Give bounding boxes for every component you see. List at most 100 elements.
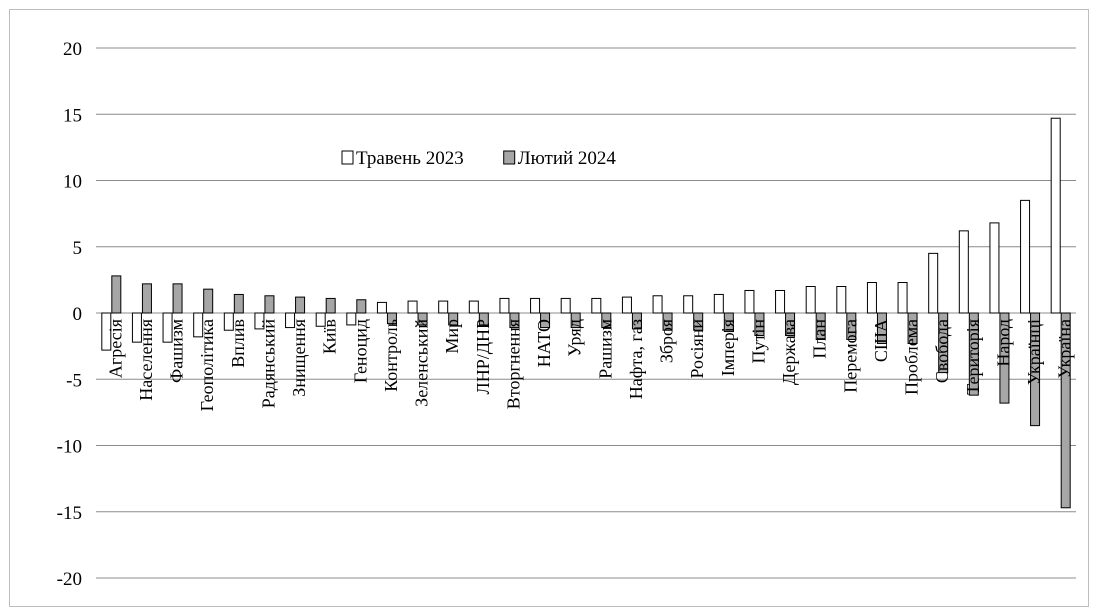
bar [131, 312, 142, 343]
bar [601, 312, 612, 329]
bar [621, 296, 632, 314]
bar [540, 312, 551, 329]
y-tick-label: -20 [57, 569, 82, 590]
category-label: США [871, 319, 891, 362]
bar [876, 312, 887, 344]
y-tick-label: -5 [66, 370, 82, 391]
bar [254, 312, 265, 330]
y-tick-label: 0 [73, 304, 83, 325]
bar [928, 252, 939, 314]
bar [499, 297, 510, 314]
bar [223, 312, 234, 331]
bar [468, 300, 479, 314]
bar [285, 312, 296, 329]
bar [631, 312, 642, 330]
category-label: Територія [963, 319, 983, 395]
bar [1060, 312, 1071, 509]
bar [938, 312, 949, 374]
bar [141, 283, 152, 314]
bar [295, 296, 306, 314]
bar [346, 312, 357, 326]
bar [376, 301, 387, 314]
category-label: Україна [1055, 319, 1075, 379]
bar [754, 312, 765, 337]
category-label: Радянський [258, 319, 278, 409]
bar [989, 222, 1000, 314]
bar [570, 312, 581, 329]
category-label: ЛНР/ДНР [473, 319, 493, 395]
category-label: План [810, 319, 830, 359]
bar [713, 293, 724, 314]
bar [203, 288, 214, 314]
category-label: Держава [779, 319, 799, 385]
category-label: Київ [320, 319, 340, 354]
category-label: Населення [136, 319, 156, 401]
chart-frame [9, 9, 1089, 607]
y-tick-label: 20 [63, 39, 82, 60]
category-label: Уряд [565, 319, 585, 357]
bar [438, 300, 449, 314]
bar [1020, 199, 1031, 314]
category-label: Геноцид [350, 319, 370, 383]
category-label: Контроль [381, 319, 401, 392]
bar [683, 295, 694, 314]
bar [172, 283, 183, 314]
legend-swatch [503, 150, 516, 165]
bar [723, 312, 734, 333]
y-tick-label: 10 [63, 172, 82, 193]
bar [264, 295, 275, 314]
y-tick-label: 5 [73, 238, 83, 259]
bar [1050, 117, 1061, 314]
bar [386, 312, 397, 325]
bar [744, 289, 755, 314]
y-tick-label: -15 [57, 503, 82, 524]
bar [448, 312, 459, 326]
category-label: Свобода [932, 319, 952, 383]
category-label: Рашизм [595, 319, 615, 379]
bar [662, 312, 673, 331]
bar [315, 312, 326, 327]
category-labels: Агресія Населення Фашизм Геополітика Вплив Ра… [105, 319, 1074, 412]
bar [530, 297, 541, 314]
category-label: Перемога [840, 319, 860, 393]
bar [846, 312, 857, 340]
category-label: Фашизм [167, 319, 187, 383]
bar [407, 300, 418, 314]
bar [356, 299, 367, 314]
bar [111, 275, 122, 314]
category-label: Мир [442, 319, 462, 354]
category-label: Нафта, газ [626, 319, 646, 399]
bar [785, 312, 796, 337]
category-label: Росіяни [687, 319, 707, 379]
category-label: Вторгнення [503, 319, 523, 409]
bar [836, 286, 847, 314]
bar [652, 295, 663, 314]
category-label: НАТО [534, 319, 554, 367]
bar [162, 312, 173, 343]
bar [233, 293, 244, 314]
bar [509, 312, 520, 329]
bars [101, 117, 1071, 509]
bar [907, 312, 918, 344]
bar [193, 312, 204, 338]
category-label: Зеленський [412, 319, 432, 407]
y-tick-label: -10 [57, 437, 82, 458]
bar [560, 297, 571, 314]
bar [815, 312, 826, 340]
category-label: Українці [1024, 319, 1044, 385]
bar [1030, 312, 1041, 427]
bar [805, 286, 816, 314]
category-label: Народ [993, 319, 1013, 367]
bar [417, 312, 428, 326]
bar [478, 312, 489, 326]
y-tick-label: 15 [63, 105, 82, 126]
bar [693, 312, 704, 331]
category-label: Імперія [718, 319, 738, 376]
category-label: Зброя [657, 319, 677, 363]
category-label: Вплив [228, 319, 248, 368]
category-label: Знищення [289, 319, 309, 397]
bar [958, 230, 969, 314]
bar [897, 282, 908, 314]
legend-label: Травень 2023 [356, 148, 464, 169]
